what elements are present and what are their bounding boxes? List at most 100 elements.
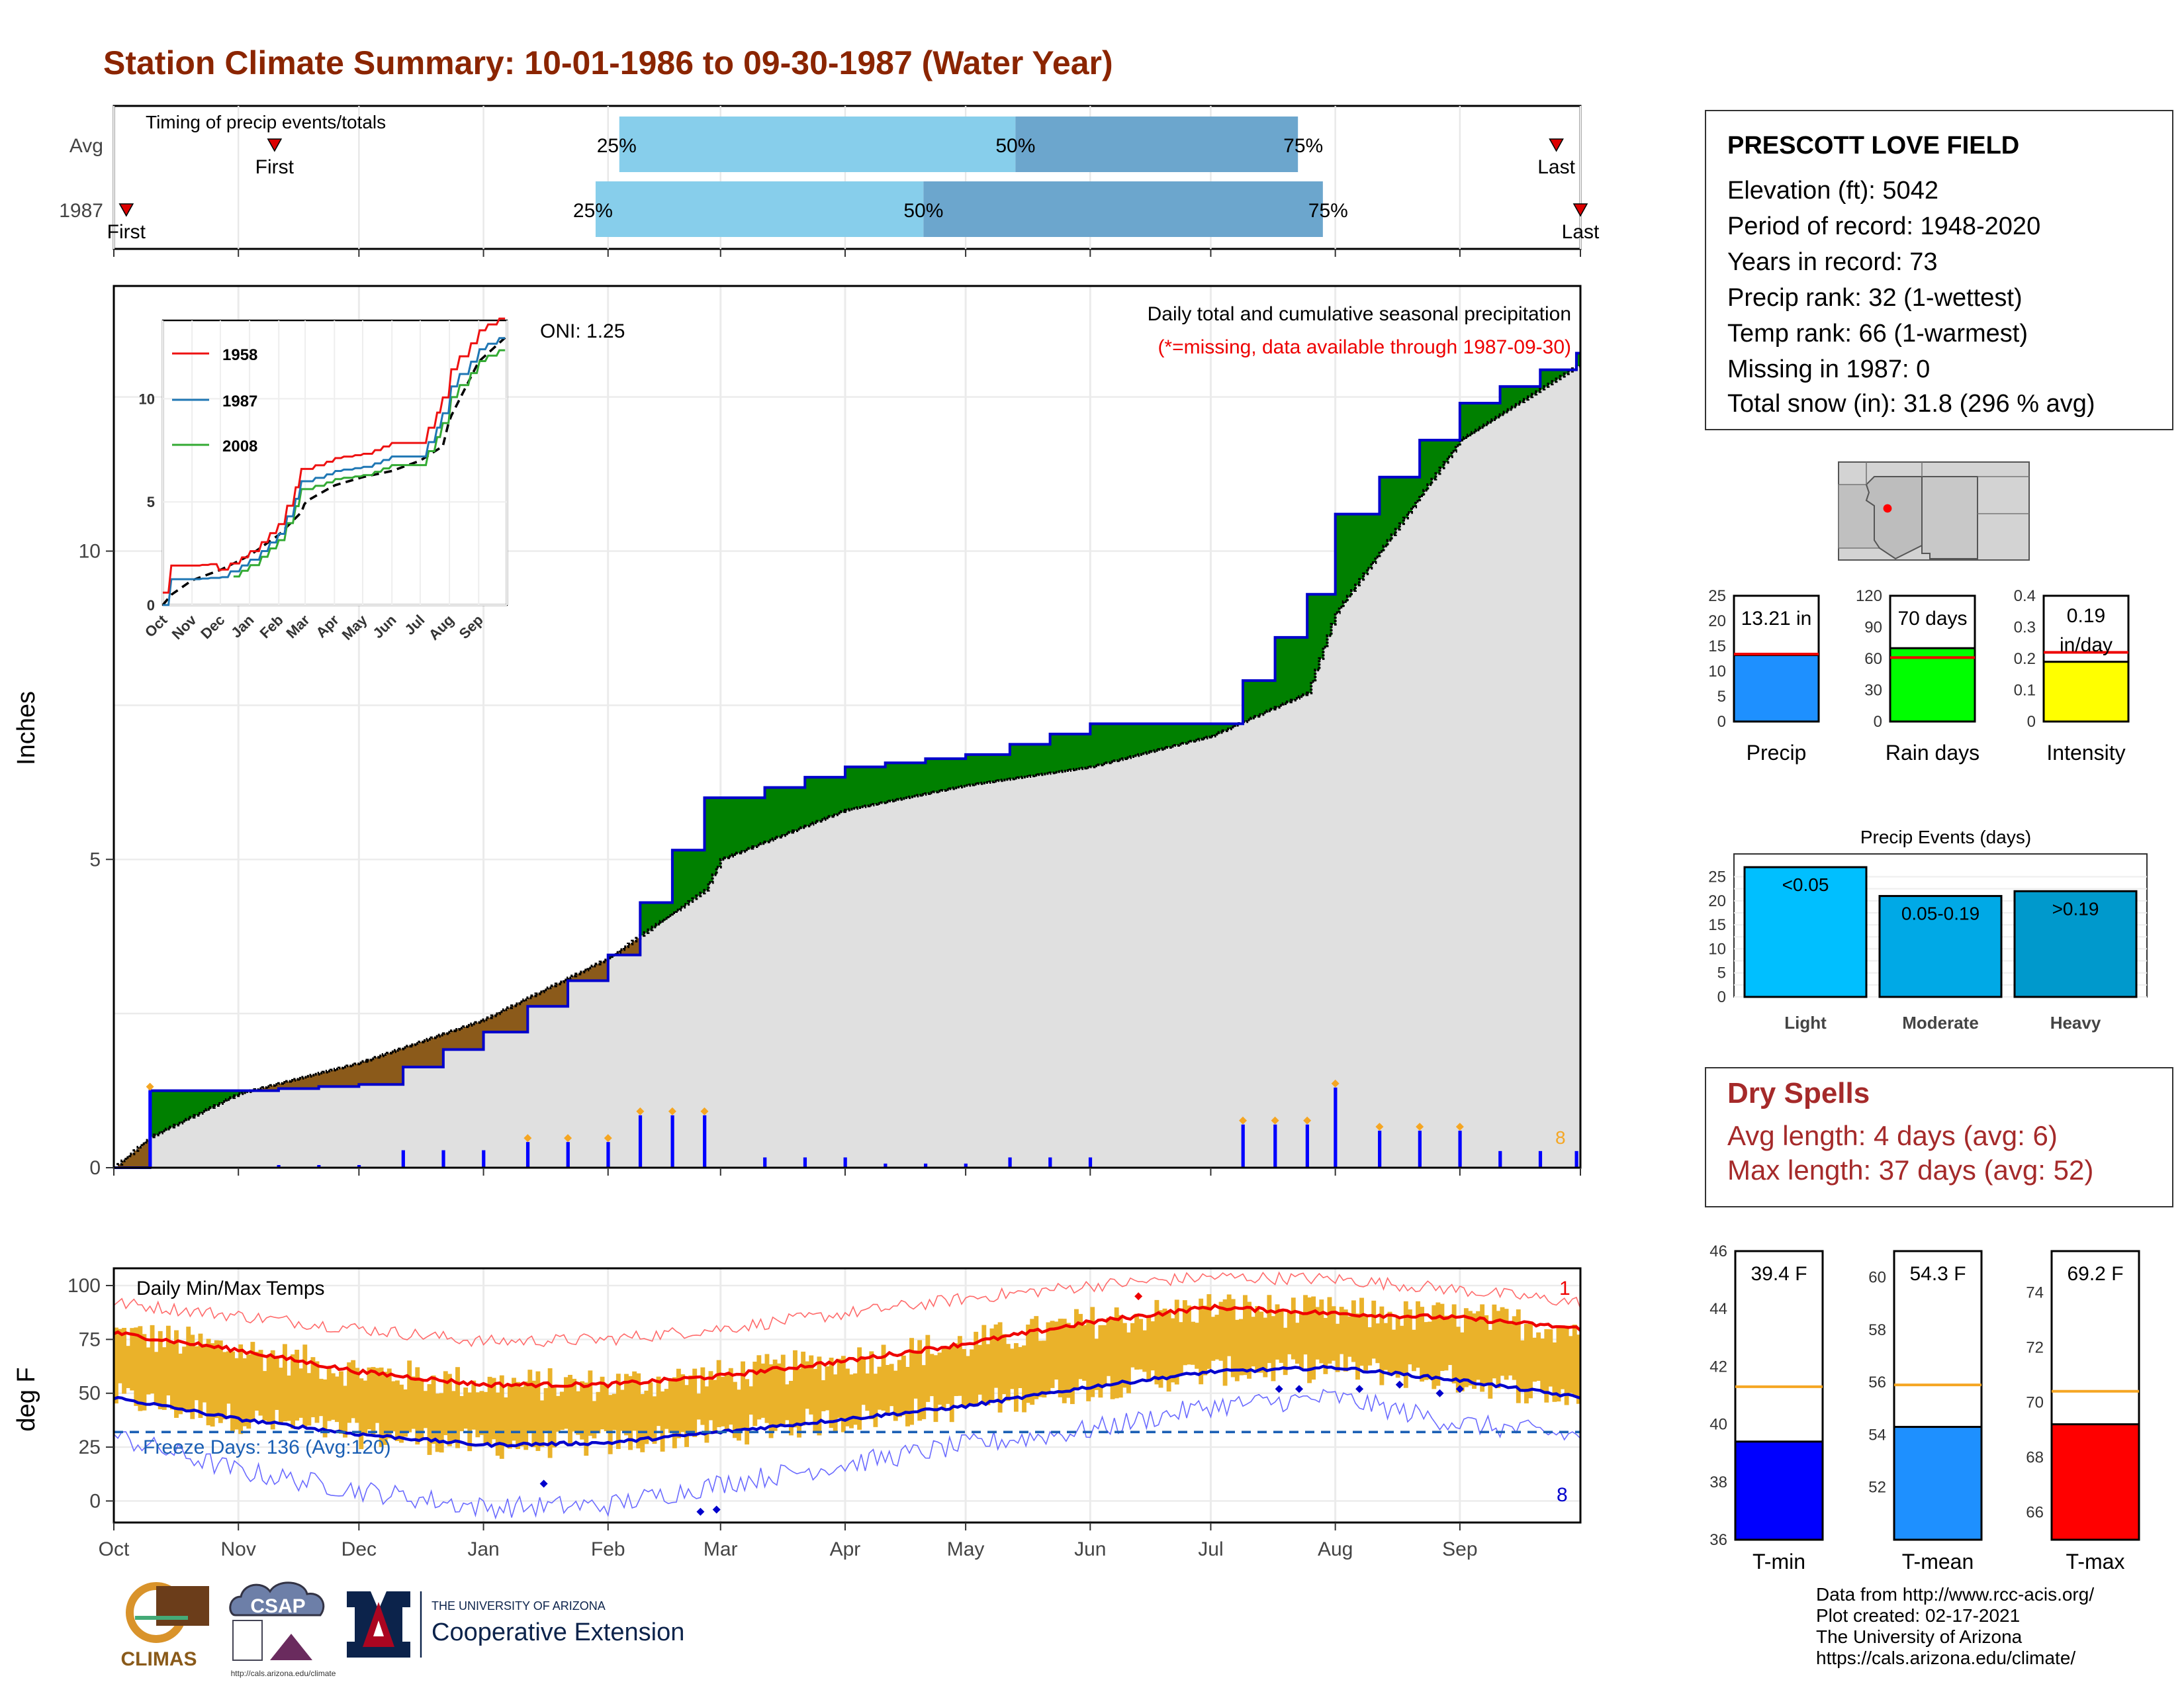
daily-temp-bar (897, 1360, 902, 1417)
daily-temp-bar (1050, 1321, 1055, 1388)
daily-temp-bar (1238, 1319, 1244, 1376)
daily-temp-bar (584, 1382, 589, 1456)
month-tick-label: Jun (1074, 1538, 1106, 1560)
daily-temp-bar (182, 1346, 187, 1409)
events-bar-heavy (2013, 890, 2138, 998)
daily-temp-bar (728, 1368, 733, 1425)
daily-precip-bar (482, 1150, 486, 1168)
timing-bar-50-75 (1015, 117, 1298, 172)
daily-temp-bar (218, 1340, 223, 1423)
daily-temp-bar (1355, 1313, 1360, 1380)
daily-temp-bar (1271, 1316, 1276, 1382)
daily-temp-bar (1142, 1330, 1148, 1372)
summary-ytick: 60 (1864, 650, 1882, 668)
daily-precip-bar (923, 1163, 928, 1168)
daily-temp-bar (1363, 1315, 1369, 1371)
daily-temp-bar (732, 1382, 737, 1438)
daily-temp-bar (648, 1382, 653, 1440)
daily-temp-bar (937, 1352, 942, 1405)
daily-temp-bar (407, 1360, 412, 1432)
daily-precip-bar (1458, 1131, 1462, 1168)
daily-temp-bar (126, 1346, 131, 1388)
daily-temp-bar (439, 1393, 444, 1453)
summary-ytick: 20 (1708, 612, 1726, 630)
temp-ytick: 50 (79, 1383, 101, 1405)
daily-temp-bar (535, 1371, 541, 1451)
daily-temp-bar (825, 1366, 830, 1411)
daily-temp-bar (1528, 1322, 1533, 1399)
daily-temp-bar (1034, 1316, 1039, 1399)
daily-temp-bar (1086, 1320, 1091, 1401)
daily-temp-bar (997, 1322, 1003, 1413)
daily-temp-bar (1287, 1311, 1292, 1354)
daily-precip-bar (1008, 1157, 1012, 1168)
daily-temp-bar (1082, 1325, 1087, 1381)
events-ytick: 20 (1708, 892, 1726, 910)
daily-temp-bar (318, 1378, 324, 1417)
climas-logo: CLIMAS (121, 1582, 209, 1670)
ua-logo: THE UNIVERSITY OF ARIZONA Cooperative Ex… (347, 1591, 684, 1658)
csap-logo: CSAP http://cals.arizona.edu/climate (229, 1581, 336, 1678)
events-cat-label: Heavy (2050, 1013, 2101, 1033)
events-bar-label: 0.05-0.19 (1901, 904, 1979, 924)
inset-line-1987 (163, 337, 506, 606)
daily-temp-bar (841, 1356, 846, 1432)
record-marker (1395, 1380, 1404, 1389)
daily-temp-bar (1195, 1323, 1200, 1369)
timing-bar-25-50 (619, 117, 1016, 172)
daily-temp-bar (712, 1380, 717, 1434)
pct-75-label: 75% (1308, 200, 1348, 222)
daily-temp-bar (1122, 1323, 1127, 1388)
station-info-box: PRESCOTT LOVE FIELD Elevation (ft): 5042… (1705, 110, 2173, 430)
daily-temp-bar (889, 1364, 894, 1407)
daily-temp-bar (619, 1389, 625, 1431)
credit-data-source: Data from http://www.rcc-acis.org/ (1816, 1583, 2095, 1605)
snow-marker (636, 1107, 645, 1115)
record-marker (1355, 1385, 1364, 1393)
climas-text: CLIMAS (121, 1648, 197, 1670)
daily-temp-bar (1536, 1332, 1541, 1381)
daily-temp-bar (520, 1387, 525, 1446)
precip-ytick: 10 (79, 541, 101, 563)
tsum-ytick: 74 (2026, 1284, 2044, 1301)
daily-temp-bar (776, 1363, 782, 1427)
daily-temp-bar (230, 1351, 235, 1432)
snow-marker (523, 1134, 532, 1143)
daily-temp-bar (1508, 1321, 1513, 1376)
location-map (1838, 461, 2030, 561)
summary-ytick: 5 (1717, 688, 1726, 706)
record-low-count: 8 (1557, 1484, 1568, 1506)
daily-temp-bar (1247, 1301, 1251, 1379)
daily-temp-bar (198, 1333, 203, 1419)
daily-temp-bar (853, 1373, 858, 1425)
daily-temp-bar (431, 1375, 436, 1444)
daily-temp-bar (953, 1343, 958, 1396)
daily-temp-bar (142, 1334, 147, 1411)
summary-bars: 0 5 10 15 20 25 13.21 in Precip 0 30 60 90 120 70 day… (1708, 587, 2130, 765)
daily-temp-bar (829, 1357, 834, 1429)
daily-temp-bar (1275, 1304, 1280, 1360)
daily-temp-bar (1022, 1345, 1026, 1413)
daily-temp-bar (1407, 1309, 1412, 1365)
daily-temp-bar (512, 1378, 516, 1441)
credit-university: The University of Arizona (1816, 1626, 2023, 1647)
month-tick-label: Jul (1198, 1538, 1223, 1560)
daily-temp-bar (1548, 1329, 1553, 1387)
daily-temp-bar (1476, 1311, 1481, 1380)
pct-75-label: 75% (1283, 135, 1323, 157)
daily-temp-bar (1435, 1302, 1441, 1386)
daily-temp-bar (459, 1396, 464, 1432)
daily-temp-bar (390, 1381, 396, 1432)
daily-temp-bar (700, 1367, 705, 1425)
tsum-bar-0 (1734, 1440, 1824, 1541)
daily-temp-bar (1307, 1297, 1312, 1383)
daily-temp-bar (479, 1391, 484, 1435)
summary-ytick: 0.2 (2014, 650, 2036, 668)
daily-temp-bar (559, 1391, 565, 1430)
summary-name: Precip (1747, 741, 1807, 765)
daily-temp-bar (1311, 1296, 1316, 1380)
daily-precip-bar (1048, 1157, 1052, 1168)
tsum-ytick: 54 (1868, 1426, 1886, 1444)
missing-note: (*=missing, data available through 1987-… (1158, 336, 1571, 358)
daily-temp-bar (1146, 1317, 1152, 1382)
